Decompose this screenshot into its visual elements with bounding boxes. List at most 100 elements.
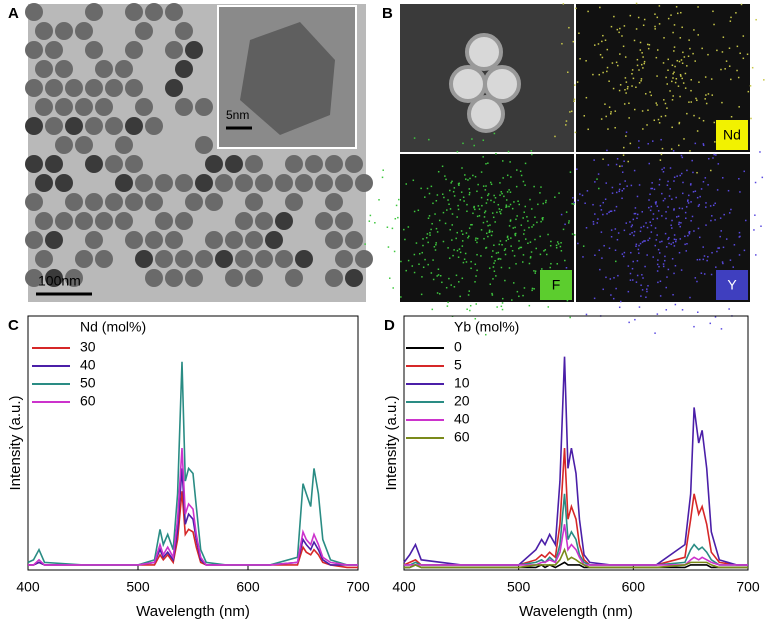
dot: [714, 219, 716, 221]
dot: [498, 257, 500, 260]
dot: [716, 189, 719, 191]
particle: [125, 79, 143, 97]
dot: [447, 199, 449, 201]
particle: [125, 41, 143, 59]
dot: [424, 258, 426, 261]
dot: [654, 28, 656, 30]
dot: [682, 181, 684, 184]
dot: [721, 177, 724, 179]
dot: [503, 249, 506, 252]
dot: [692, 191, 695, 193]
dot: [579, 193, 581, 195]
dot: [670, 243, 672, 245]
dot: [678, 122, 680, 125]
dot: [598, 249, 601, 252]
dot: [697, 227, 700, 230]
particle: [175, 250, 193, 268]
dot: [572, 40, 575, 43]
dot: [562, 228, 565, 231]
dot: [476, 215, 479, 218]
particles: [25, 3, 373, 287]
dot: [398, 198, 400, 201]
dot: [522, 180, 525, 183]
dot: [622, 45, 625, 48]
dot: [491, 212, 494, 214]
dot: [457, 208, 460, 211]
dot: [680, 75, 682, 77]
dot: [658, 265, 660, 268]
dot: [489, 283, 492, 285]
dot: [529, 256, 532, 258]
dot: [680, 59, 683, 61]
dot: [441, 193, 444, 195]
dot: [610, 25, 613, 28]
dot: [672, 293, 674, 296]
dot: [488, 267, 491, 269]
dot: [597, 173, 600, 175]
dot: [550, 262, 552, 265]
dot: [700, 188, 703, 190]
dot: [675, 6, 678, 8]
dot: [730, 78, 732, 81]
dot: [437, 268, 440, 271]
dot: [680, 11, 682, 14]
dot: [533, 288, 535, 290]
particle: [125, 155, 143, 173]
dot: [709, 322, 712, 325]
dot: [497, 203, 500, 206]
spectrum-line: [28, 448, 358, 566]
dot: [664, 232, 667, 235]
dot: [436, 292, 439, 294]
dot: [720, 230, 722, 232]
dot: [703, 255, 706, 257]
dot: [653, 119, 656, 122]
dot: [508, 225, 511, 227]
dot: [493, 270, 496, 272]
dot: [534, 216, 536, 219]
dot: [452, 254, 454, 257]
dot: [606, 66, 609, 69]
dot: [641, 110, 644, 112]
particle: [115, 174, 133, 192]
dot: [682, 82, 685, 84]
dot: [664, 197, 666, 200]
dot: [623, 251, 626, 254]
dot: [515, 218, 517, 221]
dot: [689, 296, 691, 299]
dot: [702, 143, 705, 145]
dot: [674, 65, 676, 68]
dot: [557, 243, 560, 245]
dot: [657, 259, 659, 261]
dot: [475, 303, 477, 305]
dot: [458, 281, 460, 283]
dot: [430, 185, 433, 188]
dot: [608, 106, 611, 108]
dot: [606, 48, 609, 51]
particle: [275, 212, 293, 230]
dot: [737, 76, 740, 79]
dot: [381, 176, 384, 179]
particle: [75, 136, 93, 154]
dot: [662, 263, 665, 265]
dot: [671, 258, 674, 260]
dot: [614, 228, 617, 230]
dot: [698, 236, 701, 239]
dot: [471, 223, 473, 226]
dot: [637, 16, 640, 19]
map-badge: [540, 270, 572, 300]
dot: [498, 208, 501, 210]
dot: [565, 124, 567, 126]
dot: [633, 212, 636, 215]
dot: [393, 250, 396, 253]
dot: [426, 233, 429, 235]
dot: [430, 272, 433, 274]
dot: [495, 275, 497, 277]
dot: [688, 194, 690, 197]
dot: [665, 286, 667, 289]
dot: [675, 216, 678, 218]
dot: [643, 18, 646, 21]
dot: [646, 226, 649, 229]
dot: [413, 253, 416, 256]
dot: [669, 90, 671, 92]
